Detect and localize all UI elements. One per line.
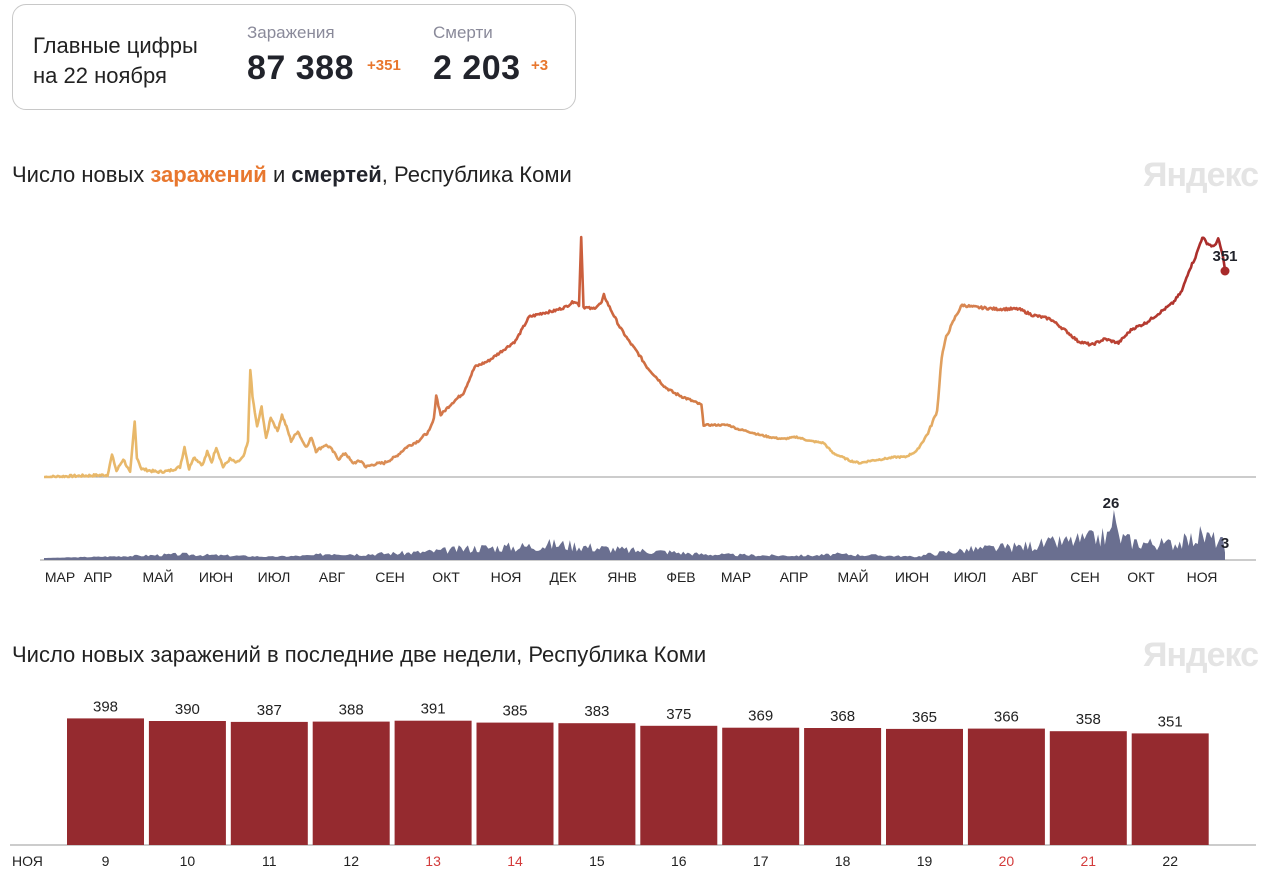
bar-day-label: 9 — [102, 853, 110, 869]
bar — [1049, 731, 1127, 845]
bar-value-label: 387 — [257, 702, 282, 719]
month-label: ИЮЛ — [954, 569, 987, 585]
bar — [67, 718, 144, 845]
month-label: ИЮН — [895, 569, 929, 585]
bar-day-label: 10 — [180, 853, 196, 869]
infections-deaths-chart: 351 26 3 МАР АПР МАЙ ИЮН ИЮЛ АВГ СЕН ОКТ НОЯ ДЕК Я… — [40, 235, 1256, 585]
bar-value-label: 390 — [175, 701, 200, 718]
month-label: АВГ — [1012, 569, 1039, 585]
bar — [230, 721, 308, 845]
month-label: НОЯ — [1187, 569, 1218, 585]
month-axis: МАР АПР МАЙ ИЮН ИЮЛ АВГ СЕН ОКТ НОЯ ДЕК ЯНВ ФЕВ МАР А… — [45, 568, 1218, 585]
month-label: ДЕК — [550, 569, 578, 585]
chart2-title: Число новых заражений в последние две не… — [12, 642, 707, 667]
month-label: СЕН — [1070, 569, 1100, 585]
bar — [722, 727, 800, 845]
bar-group: 398 9 390 10 387 11 388 12 391 13 385 14 383 15 375 16 3… — [67, 698, 1209, 869]
bar-day-label: 14 — [507, 853, 523, 869]
bar-value-label: 369 — [748, 708, 773, 725]
chart1-title-prefix: Число новых — [12, 162, 151, 187]
bar — [886, 728, 963, 845]
bar-day-label: 21 — [1081, 853, 1097, 869]
bar-day-label: 13 — [425, 853, 441, 869]
summary-title-line2: на 22 ноября — [33, 63, 167, 88]
bar — [476, 722, 554, 845]
deaths-value: 2 203 — [433, 49, 521, 87]
month-label: ИЮЛ — [258, 569, 291, 585]
bar-day-label: 22 — [1162, 853, 1178, 869]
bar-day-label: 20 — [999, 853, 1015, 869]
bar-day-label: 19 — [917, 853, 933, 869]
month-label: АВГ — [319, 569, 346, 585]
month-label: ФЕВ — [666, 569, 695, 585]
bar-day-label: 11 — [262, 853, 277, 869]
bar — [804, 728, 882, 845]
month-label: ОКТ — [432, 569, 460, 585]
bar-value-label: 383 — [584, 703, 609, 720]
deaths-metric: Смерти 2 203 +3 — [433, 23, 548, 88]
bar-value-label: 391 — [421, 701, 446, 718]
deaths-last-label: 3 — [1221, 535, 1229, 552]
month-label: МАР — [45, 569, 75, 585]
bar-value-label: 365 — [912, 709, 937, 726]
month-label: НОЯ — [491, 569, 522, 585]
chart1-title-infections: заражений — [150, 162, 267, 187]
month-label: МАЙ — [142, 568, 173, 585]
deaths-peak-label: 26 — [1103, 495, 1120, 512]
infections-delta: +351 — [367, 57, 401, 74]
month-label: АПР — [84, 569, 113, 585]
bar-value-label: 366 — [994, 709, 1019, 726]
deaths-label: Смерти — [433, 23, 493, 42]
bar-value-label: 398 — [93, 698, 118, 715]
infections-last-label: 351 — [1212, 248, 1237, 265]
month-label: СЕН — [375, 569, 405, 585]
bar — [640, 725, 718, 846]
bar-day-label: 17 — [753, 853, 769, 869]
bar-value-label: 368 — [830, 708, 855, 725]
bar — [148, 721, 226, 845]
bar-value-label: 385 — [502, 703, 527, 720]
month-label: ИЮН — [199, 569, 233, 585]
chart1-title-and: и — [266, 162, 292, 187]
infections-label: Заражения — [247, 23, 335, 42]
bar-axis-month: НОЯ — [12, 853, 43, 869]
deaths-series-area — [44, 509, 1225, 560]
yandex-logo: Яндекс — [1143, 156, 1259, 194]
infections-series-line — [43, 235, 1227, 479]
bar-value-label: 358 — [1076, 711, 1101, 728]
bar — [967, 728, 1045, 845]
bar-value-label: 388 — [339, 702, 364, 719]
deaths-delta: +3 — [531, 57, 549, 74]
bar-day-label: 15 — [589, 853, 605, 869]
bar — [1131, 733, 1209, 845]
infections-metric: Заражения 87 388 +351 — [247, 23, 401, 88]
yandex-logo-2: Яндекс — [1143, 636, 1259, 674]
bar-day-label: 16 — [671, 853, 687, 869]
month-label: МАЙ — [837, 568, 868, 585]
summary-title: Главные цифры на 22 ноября — [33, 31, 233, 91]
month-label: ЯНВ — [607, 569, 637, 585]
infections-last-point — [1220, 266, 1230, 276]
summary-title-line1: Главные цифры — [33, 33, 198, 58]
chart1-title-deaths: смертей — [291, 162, 382, 187]
bar-value-label: 351 — [1158, 713, 1183, 730]
infections-value: 87 388 — [247, 49, 354, 87]
month-label: АПР — [780, 569, 809, 585]
month-label: МАР — [721, 569, 751, 585]
summary-card: Главные цифры на 22 ноября Заражения 87 … — [12, 4, 576, 110]
bar-day-label: 18 — [835, 853, 851, 869]
bar-day-label: 12 — [343, 853, 359, 869]
bar — [312, 721, 390, 845]
bar-value-label: 375 — [666, 706, 691, 723]
chart1-title-suffix: , Республика Коми — [381, 162, 572, 187]
chart1-title: Число новых заражений и смертей, Республ… — [12, 162, 572, 188]
bar — [558, 723, 636, 845]
bar — [394, 720, 472, 845]
month-label: ОКТ — [1127, 569, 1155, 585]
